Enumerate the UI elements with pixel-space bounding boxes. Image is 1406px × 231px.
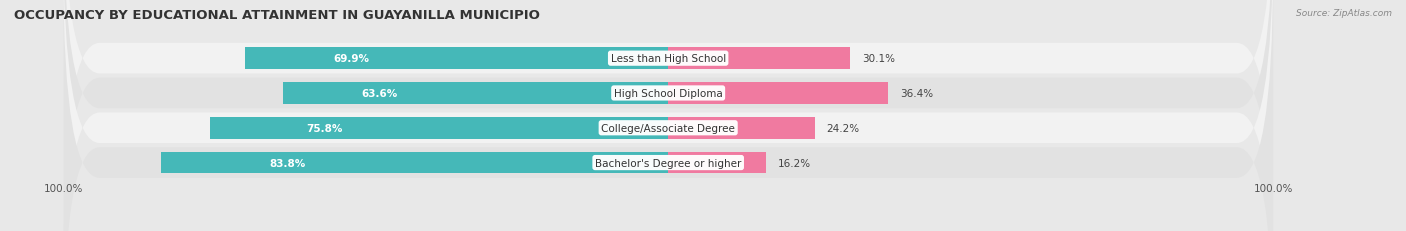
Text: 24.2%: 24.2% [827,123,860,133]
Bar [245,48,668,70]
Text: OCCUPANCY BY EDUCATIONAL ATTAINMENT IN GUAYANILLA MUNICIPIO: OCCUPANCY BY EDUCATIONAL ATTAINMENT IN G… [14,9,540,22]
FancyBboxPatch shape [63,0,1272,231]
Bar [209,118,668,139]
Bar [668,48,851,70]
Text: 83.8%: 83.8% [270,158,307,168]
Text: Source: ZipAtlas.com: Source: ZipAtlas.com [1296,9,1392,18]
Text: Bachelor's Degree or higher: Bachelor's Degree or higher [595,158,741,168]
Bar [668,152,766,174]
FancyBboxPatch shape [63,0,1272,231]
FancyBboxPatch shape [63,0,1272,231]
Text: College/Associate Degree: College/Associate Degree [602,123,735,133]
Bar [668,83,889,104]
Text: 69.9%: 69.9% [333,54,368,64]
Text: Less than High School: Less than High School [610,54,725,64]
Text: 63.6%: 63.6% [361,88,398,99]
Text: 36.4%: 36.4% [900,88,934,99]
Text: 16.2%: 16.2% [779,158,811,168]
FancyBboxPatch shape [63,0,1272,231]
Bar [162,152,668,174]
Text: 30.1%: 30.1% [862,54,896,64]
Text: 75.8%: 75.8% [307,123,343,133]
Bar [284,83,668,104]
Bar [668,118,814,139]
Text: High School Diploma: High School Diploma [614,88,723,99]
